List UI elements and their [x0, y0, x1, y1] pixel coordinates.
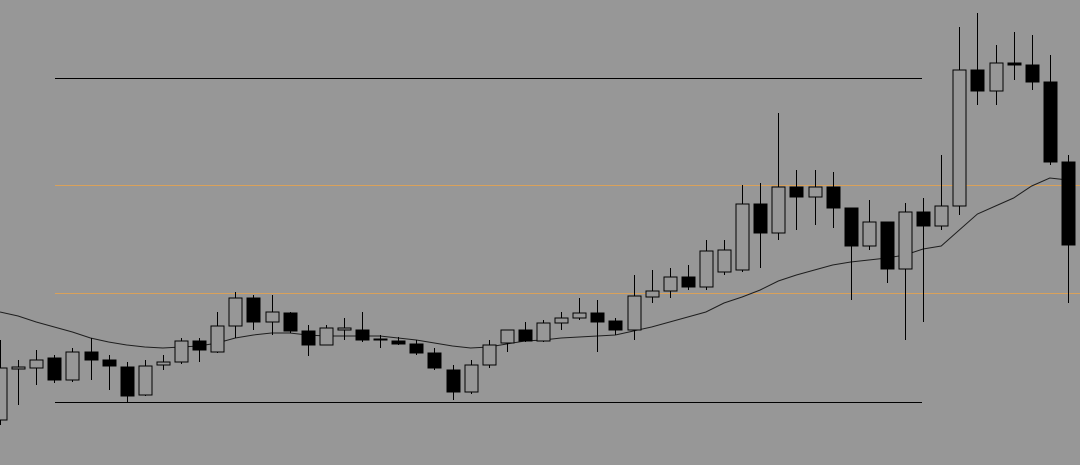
candle-body — [84, 351, 99, 361]
candle-body — [1061, 161, 1076, 246]
candle-body — [590, 312, 605, 323]
candle-body — [391, 340, 406, 345]
candle-body — [355, 329, 370, 341]
candle-body — [663, 276, 678, 292]
candle-body — [862, 221, 877, 247]
candle-body — [789, 186, 804, 198]
candle-body — [65, 351, 80, 381]
candle-body — [47, 357, 62, 381]
candle-body — [464, 364, 479, 393]
candle-body — [681, 276, 696, 288]
candle-body — [898, 211, 913, 270]
candle-body — [1007, 62, 1022, 66]
candle-body — [192, 340, 207, 351]
candle-body — [138, 365, 153, 396]
candle-body — [536, 322, 551, 342]
candle-body — [1025, 64, 1040, 83]
candle-body — [174, 340, 189, 363]
candle-body — [771, 186, 786, 234]
candle-body — [934, 205, 949, 227]
candle-body — [482, 344, 497, 366]
candle-body — [554, 317, 569, 324]
candle-body — [228, 297, 243, 327]
candle-body — [844, 207, 859, 247]
candle-body — [627, 295, 642, 331]
candle-body — [952, 69, 967, 207]
candle-body — [880, 221, 895, 270]
candle-body — [699, 250, 714, 288]
candle-body — [608, 320, 623, 331]
candle-body — [156, 361, 171, 366]
candle-body — [916, 211, 931, 227]
candle-body — [427, 352, 442, 369]
candle-body — [1043, 81, 1058, 163]
candle-body — [500, 329, 515, 344]
candle-body — [210, 325, 225, 353]
candle-body — [970, 69, 985, 92]
candle-body — [753, 203, 768, 234]
candle-body — [11, 366, 26, 370]
candle-body — [0, 367, 8, 421]
candle-body — [265, 311, 280, 323]
candle-body — [446, 369, 461, 393]
candle-body — [120, 366, 135, 397]
candle-body — [572, 312, 587, 319]
candle-body — [319, 327, 334, 346]
candle-body — [518, 329, 533, 342]
candle-body — [735, 203, 750, 271]
candle-body — [409, 343, 424, 354]
candle-body — [373, 338, 388, 341]
candle-body — [337, 327, 352, 331]
candle-body — [826, 186, 841, 209]
candle-body — [717, 249, 732, 273]
candle-body — [301, 330, 316, 346]
candle-body — [102, 359, 117, 367]
candle-body — [808, 186, 823, 198]
candle-body — [283, 312, 298, 332]
candle-body — [29, 359, 44, 369]
candle-body — [989, 62, 1004, 92]
candle-body — [246, 297, 261, 323]
candle-body — [645, 290, 660, 298]
